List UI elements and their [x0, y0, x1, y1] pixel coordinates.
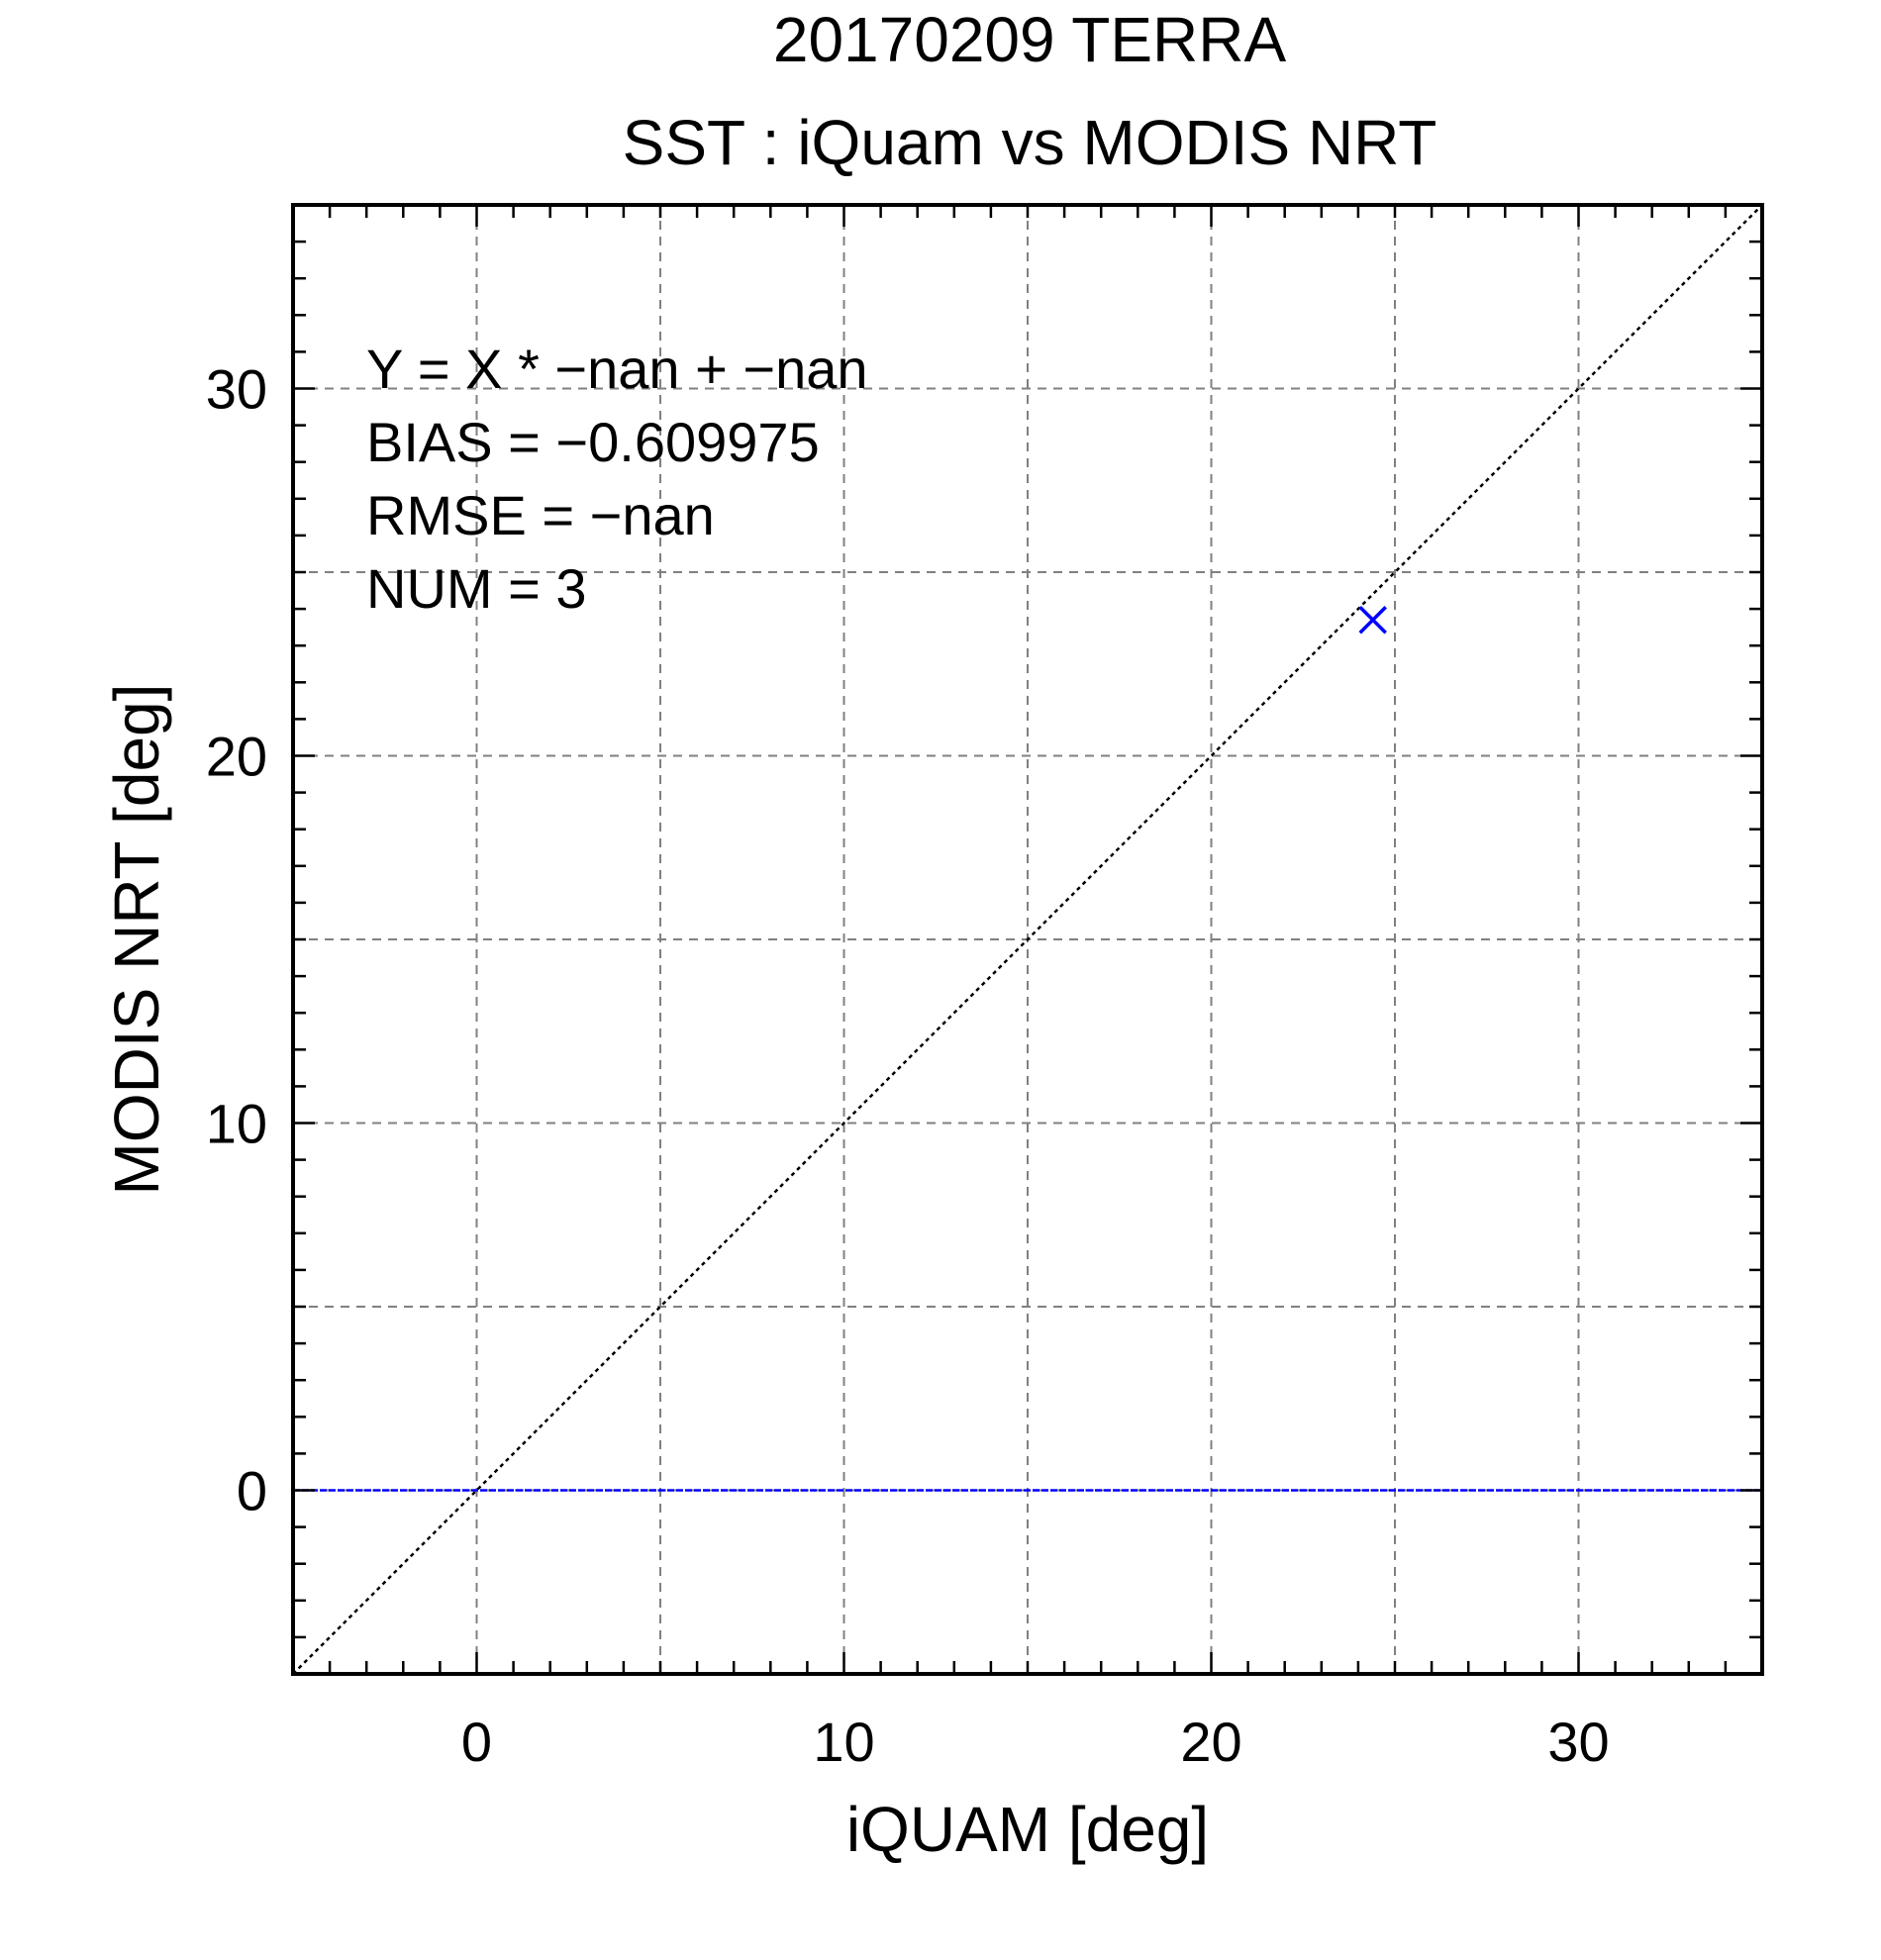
chart-title: 20170209 TERRA	[773, 4, 1287, 75]
x-tick-label: 20	[1180, 1711, 1241, 1773]
tick-labels: 0 10 20 30 0 10 20 30	[206, 358, 1610, 1774]
y-tick-label: 0	[237, 1460, 267, 1522]
x-axis-label: iQUAM [deg]	[846, 1794, 1209, 1865]
data-point	[1358, 605, 1387, 635]
x-tick-label: 30	[1547, 1711, 1609, 1773]
num-text: NUM = 3	[366, 557, 587, 620]
y-axis-label: MODIS NRT [deg]	[101, 684, 172, 1196]
stats-annotation: Y = X * −nan + −nan BIAS = −0.609975 RMS…	[366, 338, 868, 620]
chart-subtitle: SST : iQuam vs MODIS NRT	[623, 107, 1437, 178]
plot-frame	[291, 203, 1764, 1676]
x-tick-label: 10	[813, 1711, 874, 1773]
x-tick-label: 0	[461, 1711, 492, 1773]
axis-ticks	[291, 203, 1764, 1676]
bias-text: BIAS = −0.609975	[366, 411, 820, 473]
data-points	[1358, 605, 1387, 635]
grid	[293, 205, 1762, 1674]
reference-lines	[292, 204, 1763, 1675]
identity-line	[292, 204, 1763, 1675]
y-tick-label: 30	[206, 358, 267, 421]
regression-text: Y = X * −nan + −nan	[366, 338, 868, 400]
y-tick-label: 10	[206, 1093, 267, 1155]
y-tick-label: 20	[206, 726, 267, 788]
data-point-stroke	[1358, 605, 1387, 635]
rmse-text: RMSE = −nan	[366, 484, 715, 546]
